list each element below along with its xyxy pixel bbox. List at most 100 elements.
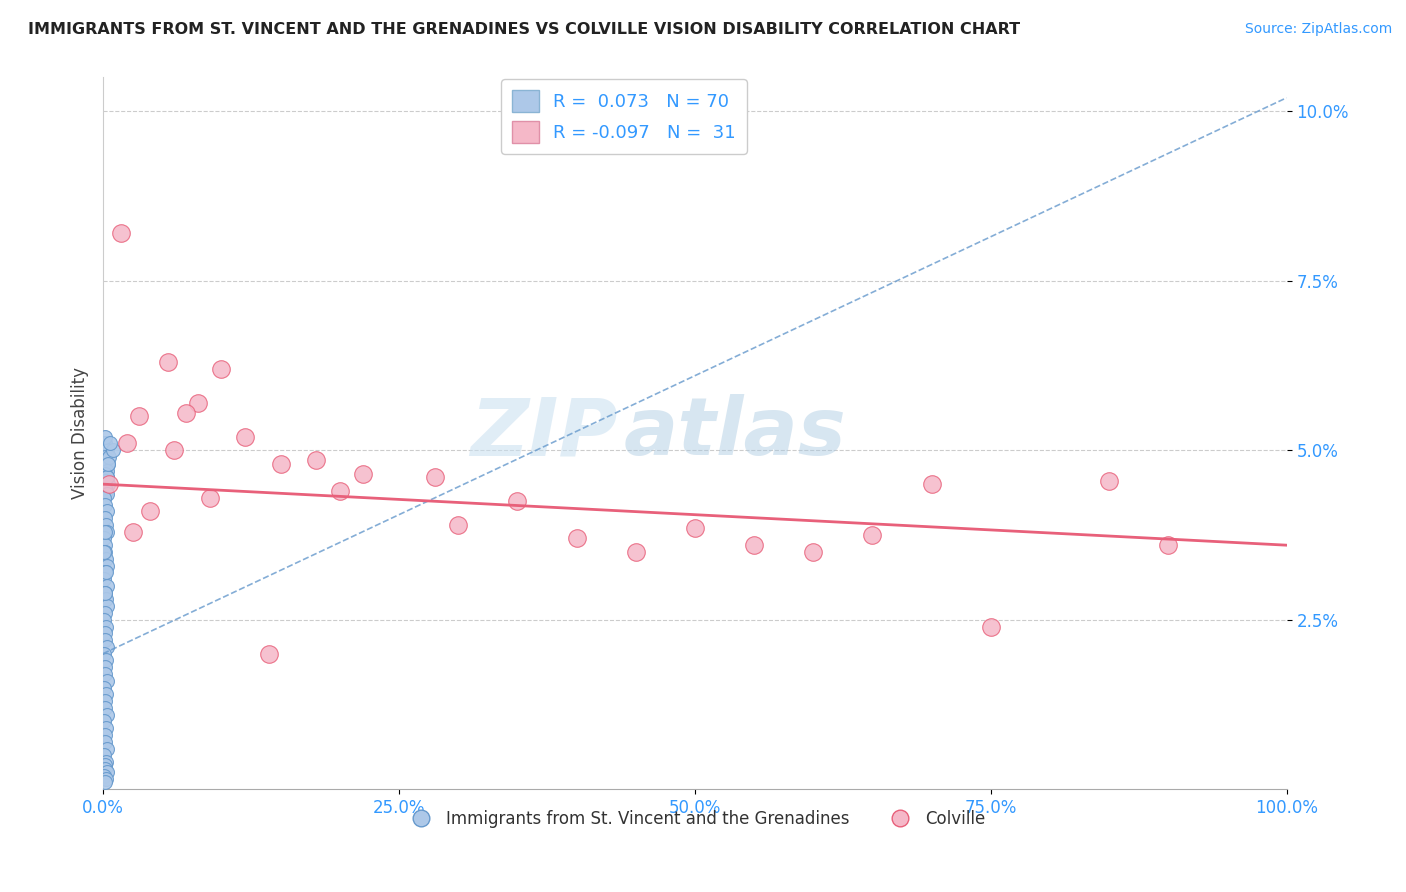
Point bbox=[94, 653, 117, 667]
Point bbox=[94, 517, 117, 532]
Point bbox=[683, 521, 706, 535]
Point bbox=[94, 606, 117, 620]
Point bbox=[94, 436, 117, 450]
Point bbox=[93, 491, 115, 505]
Point bbox=[174, 406, 197, 420]
Point bbox=[96, 599, 118, 614]
Point bbox=[94, 545, 117, 559]
Legend: Immigrants from St. Vincent and the Grenadines, Colville: Immigrants from St. Vincent and the Gren… bbox=[398, 803, 991, 834]
Point bbox=[163, 443, 186, 458]
Point bbox=[94, 694, 117, 708]
Point bbox=[94, 728, 117, 742]
Y-axis label: Vision Disability: Vision Disability bbox=[72, 368, 89, 500]
Point bbox=[98, 436, 121, 450]
Point bbox=[94, 430, 117, 444]
Point bbox=[94, 667, 117, 681]
Point bbox=[94, 758, 117, 772]
Point bbox=[94, 551, 117, 566]
Point bbox=[94, 481, 117, 495]
Point bbox=[742, 538, 765, 552]
Point bbox=[94, 701, 117, 715]
Point bbox=[94, 566, 117, 580]
Point bbox=[93, 748, 115, 763]
Point bbox=[93, 460, 115, 475]
Point bbox=[139, 504, 162, 518]
Text: atlas: atlas bbox=[624, 394, 846, 473]
Text: ZIP: ZIP bbox=[471, 394, 619, 473]
Point bbox=[96, 470, 118, 484]
Point bbox=[94, 775, 117, 789]
Point bbox=[110, 227, 132, 241]
Point bbox=[1098, 474, 1121, 488]
Point bbox=[94, 619, 117, 633]
Point bbox=[115, 436, 138, 450]
Point bbox=[1157, 538, 1180, 552]
Point bbox=[801, 545, 824, 559]
Point bbox=[93, 647, 115, 661]
Point bbox=[96, 579, 118, 593]
Point bbox=[101, 443, 124, 458]
Point bbox=[94, 585, 117, 599]
Point bbox=[94, 453, 117, 467]
Point bbox=[96, 504, 118, 518]
Point bbox=[94, 762, 117, 776]
Point bbox=[624, 545, 647, 559]
Point bbox=[97, 457, 120, 471]
Point bbox=[565, 532, 588, 546]
Point bbox=[94, 450, 117, 464]
Point bbox=[211, 362, 233, 376]
Point bbox=[96, 640, 118, 654]
Point bbox=[94, 524, 117, 539]
Point bbox=[257, 647, 280, 661]
Point bbox=[94, 735, 117, 749]
Point bbox=[93, 572, 115, 586]
Point bbox=[921, 477, 943, 491]
Point bbox=[97, 457, 120, 471]
Point bbox=[93, 681, 115, 695]
Point bbox=[96, 765, 118, 780]
Point bbox=[305, 453, 328, 467]
Point bbox=[94, 755, 117, 769]
Point bbox=[198, 491, 221, 505]
Point bbox=[93, 545, 115, 559]
Point bbox=[353, 467, 375, 481]
Point bbox=[94, 660, 117, 674]
Point bbox=[96, 741, 118, 756]
Point bbox=[94, 721, 117, 735]
Point bbox=[94, 483, 117, 498]
Point bbox=[94, 626, 117, 640]
Point bbox=[94, 772, 117, 786]
Point bbox=[506, 494, 529, 508]
Point bbox=[157, 355, 180, 369]
Point bbox=[94, 474, 117, 488]
Point bbox=[860, 528, 883, 542]
Point bbox=[94, 511, 117, 525]
Point bbox=[96, 487, 118, 501]
Text: IMMIGRANTS FROM ST. VINCENT AND THE GRENADINES VS COLVILLE VISION DISABILITY COR: IMMIGRANTS FROM ST. VINCENT AND THE GREN… bbox=[28, 22, 1021, 37]
Point bbox=[121, 524, 143, 539]
Point bbox=[93, 714, 115, 729]
Point bbox=[94, 585, 117, 599]
Point bbox=[94, 633, 117, 648]
Point bbox=[96, 470, 118, 484]
Point bbox=[94, 687, 117, 701]
Point bbox=[97, 477, 120, 491]
Point bbox=[98, 477, 121, 491]
Point bbox=[94, 467, 117, 481]
Point bbox=[329, 483, 352, 498]
Point bbox=[423, 470, 446, 484]
Point bbox=[94, 566, 117, 580]
Point bbox=[93, 532, 115, 546]
Point bbox=[98, 450, 121, 464]
Point bbox=[233, 430, 256, 444]
Point bbox=[96, 707, 118, 722]
Point bbox=[93, 613, 115, 627]
Point bbox=[980, 619, 1002, 633]
Point bbox=[94, 498, 117, 512]
Point bbox=[96, 464, 118, 478]
Point bbox=[96, 524, 118, 539]
Point bbox=[94, 538, 117, 552]
Point bbox=[96, 443, 118, 458]
Point bbox=[94, 592, 117, 607]
Text: Source: ZipAtlas.com: Source: ZipAtlas.com bbox=[1244, 22, 1392, 37]
